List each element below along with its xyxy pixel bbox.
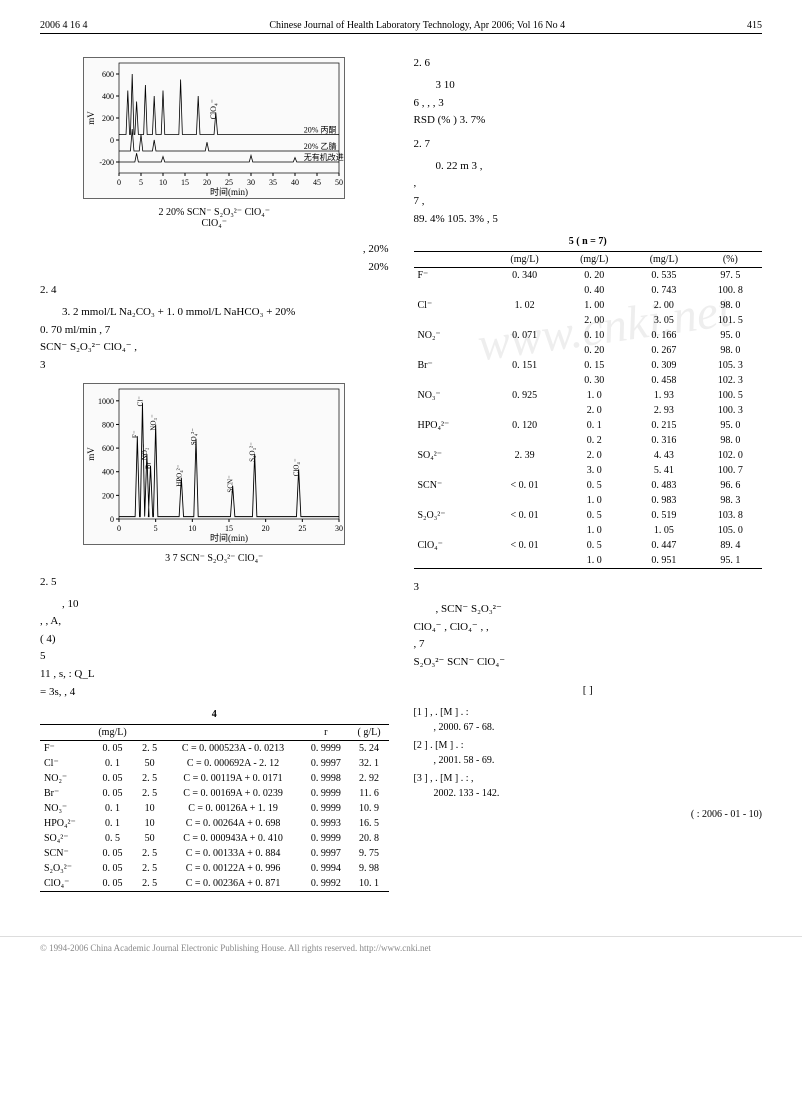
svg-text:NO₃⁻: NO₃⁻	[150, 414, 158, 431]
section-2-7: 2. 7	[414, 138, 763, 150]
svg-text:25: 25	[299, 524, 307, 533]
header-center: Chinese Journal of Health Laboratory Tec…	[269, 20, 565, 31]
svg-text:20% 丙酮: 20% 丙酮	[304, 126, 337, 135]
svg-text:ClO₄⁻: ClO₄⁻	[293, 458, 301, 476]
figure-2-caption: 2 20% SCN⁻ S₂O₃²⁻ ClO₄⁻ClO₄⁻	[40, 207, 389, 229]
sect24-text: 3. 2 mmol/L Na₂CO₃ + 1. 0 mmol/L NaHCO₃ …	[40, 304, 389, 374]
svg-text:800: 800	[102, 420, 114, 429]
svg-text:20: 20	[262, 524, 270, 533]
sect26-text: 3 10 6 , , , 3 RSD (% ) 3. 7%	[414, 77, 763, 130]
svg-text:SCN⁻: SCN⁻	[227, 475, 235, 493]
svg-text:30: 30	[335, 524, 343, 533]
svg-text:HPO₄²⁻: HPO₄²⁻	[176, 464, 184, 487]
sect3-text: , SCN⁻ S₂O₃²⁻ ClO₄⁻ , ClO₄⁻ , , , 7 S₂O₃…	[414, 601, 763, 671]
references-title: [ ]	[414, 682, 763, 700]
svg-text:1000: 1000	[98, 396, 114, 405]
table-5: (mg/L)(mg/L)(mg/L)(%)F⁻0. 3400. 200. 535…	[414, 251, 763, 569]
svg-text:0: 0	[110, 136, 114, 145]
svg-text:无有机改进剂: 无有机改进剂	[304, 152, 344, 162]
svg-text:ClO₄⁻: ClO₄⁻	[209, 99, 218, 119]
sect27-text: 0. 22 m 3 , , 7 , 89. 4% 105. 3% , 5	[414, 158, 763, 228]
svg-text:15: 15	[181, 178, 189, 187]
section-2-4: 2. 4	[40, 284, 389, 296]
svg-text:35: 35	[269, 178, 277, 187]
header-left: 2006 4 16 4	[40, 20, 88, 31]
svg-text:-200: -200	[100, 158, 115, 167]
table-4: (mg/L)r( g/L)F⁻0. 052. 5C = 0. 000523A -…	[40, 724, 389, 892]
svg-text:0: 0	[117, 178, 121, 187]
received-date: ( : 2006 - 01 - 10)	[414, 809, 763, 820]
svg-text:15: 15	[225, 524, 233, 533]
figure-2-chart: 0 5 10 15 20 25 30 35 40 45 50 -200 0 200 400 600 时间(min…	[83, 57, 345, 199]
svg-text:20% 乙腈: 20% 乙腈	[304, 141, 337, 151]
svg-text:0: 0	[110, 515, 114, 524]
svg-text:400: 400	[102, 467, 114, 476]
references: [1 ] , . [M ] . : , 2000. 67 - 68.[2 ] .…	[414, 705, 763, 801]
section-3: 3	[414, 581, 763, 593]
section-2-5: 2. 5	[40, 576, 389, 588]
page-footer: © 1994-2006 China Academic Journal Elect…	[0, 936, 802, 959]
svg-text:20: 20	[203, 178, 211, 187]
sect25-text: , 10 , , A, ( 4) 5 11 , s, : Q_L = 3s, ,…	[40, 596, 389, 702]
svg-text:400: 400	[102, 92, 114, 101]
svg-text:600: 600	[102, 444, 114, 453]
page-header: 2006 4 16 4 Chinese Journal of Health La…	[40, 20, 762, 34]
svg-text:40: 40	[291, 178, 299, 187]
text-after-fig2: , 20%20%	[40, 241, 389, 276]
table-4-title: 4	[40, 709, 389, 720]
svg-text:25: 25	[225, 178, 233, 187]
svg-text:200: 200	[102, 491, 114, 500]
section-2-6: 2. 6	[414, 57, 763, 69]
svg-text:SO₄²⁻: SO₄²⁻	[190, 427, 198, 444]
svg-text:mV: mV	[86, 446, 96, 460]
table-5-title: 5 ( n = 7)	[414, 236, 763, 247]
svg-text:时间(min): 时间(min)	[210, 186, 248, 197]
figure-3-caption: 3 7 SCN⁻ S₂O₃²⁻ ClO₄⁻	[40, 553, 389, 564]
svg-text:0: 0	[117, 524, 121, 533]
svg-text:5: 5	[154, 524, 158, 533]
svg-text:50: 50	[335, 178, 343, 187]
svg-text:10: 10	[189, 524, 197, 533]
svg-text:S₂O₃²⁻: S₂O₃²⁻	[249, 441, 257, 461]
svg-text:时间(min): 时间(min)	[210, 532, 248, 543]
svg-text:600: 600	[102, 70, 114, 79]
svg-text:Cl⁻: Cl⁻	[137, 395, 145, 406]
svg-text:200: 200	[102, 114, 114, 123]
svg-text:5: 5	[139, 178, 143, 187]
svg-text:mV: mV	[86, 111, 96, 125]
header-page: 415	[747, 20, 762, 31]
svg-text:Br⁻: Br⁻	[145, 458, 153, 469]
svg-text:10: 10	[159, 178, 167, 187]
figure-3-chart: 0 5 10 15 20 25 30 0 200 400 600 800 1000 时间(min) mV F⁻…	[83, 383, 345, 545]
svg-text:30: 30	[247, 178, 255, 187]
svg-text:45: 45	[313, 178, 321, 187]
svg-text:F⁻: F⁻	[132, 430, 140, 438]
